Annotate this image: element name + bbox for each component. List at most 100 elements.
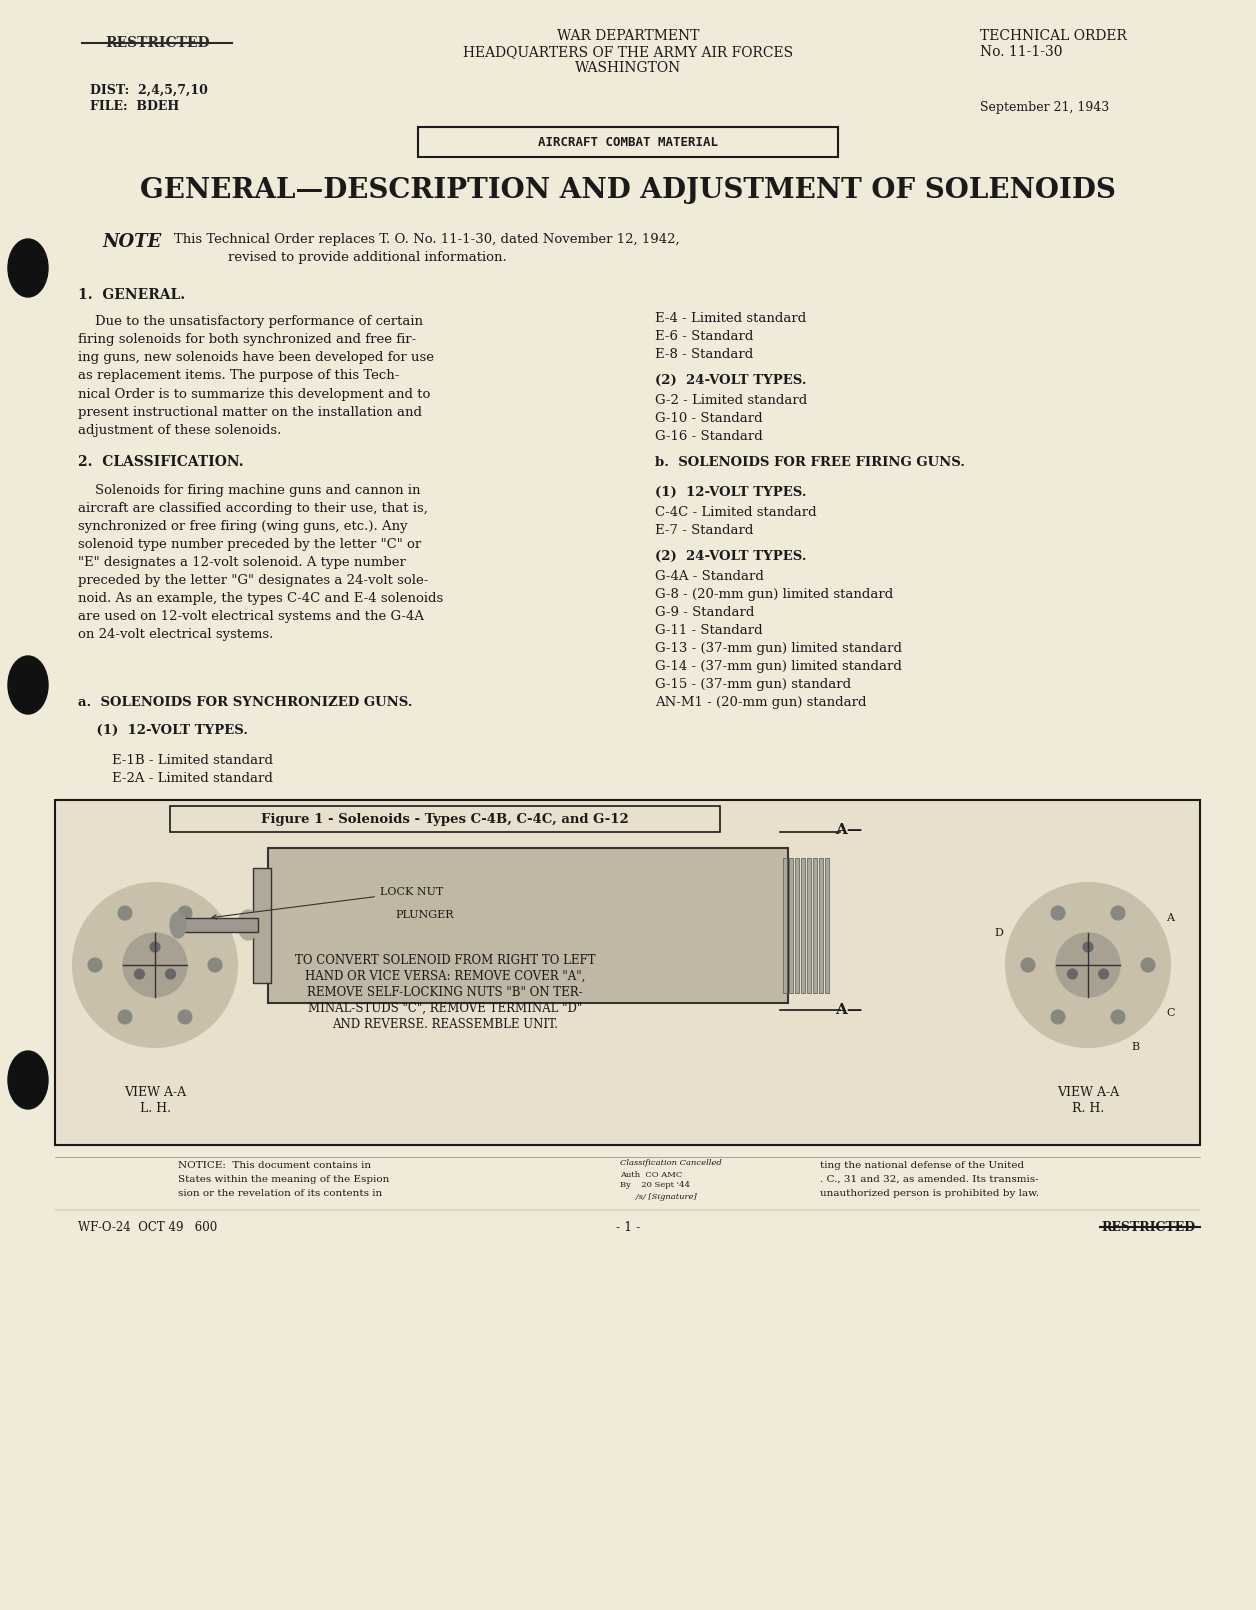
Text: G-4A - Standard: G-4A - Standard bbox=[654, 570, 764, 583]
Ellipse shape bbox=[8, 1051, 48, 1109]
Text: TECHNICAL ORDER: TECHNICAL ORDER bbox=[980, 29, 1127, 43]
Text: E-8 - Standard: E-8 - Standard bbox=[654, 348, 754, 361]
Text: adjustment of these solenoids.: adjustment of these solenoids. bbox=[78, 423, 281, 436]
Text: C: C bbox=[1166, 1008, 1174, 1018]
Circle shape bbox=[134, 969, 144, 979]
Text: a.  SOLENOIDS FOR SYNCHRONIZED GUNS.: a. SOLENOIDS FOR SYNCHRONIZED GUNS. bbox=[78, 696, 412, 708]
Text: (1)  12-VOLT TYPES.: (1) 12-VOLT TYPES. bbox=[78, 723, 247, 736]
Text: AIRCRAFT COMBAT MATERIAL: AIRCRAFT COMBAT MATERIAL bbox=[538, 135, 718, 148]
Text: GENERAL—DESCRIPTION AND ADJUSTMENT OF SOLENOIDS: GENERAL—DESCRIPTION AND ADJUSTMENT OF SO… bbox=[141, 177, 1115, 203]
Text: noid. As an example, the types C-4C and E-4 solenoids: noid. As an example, the types C-4C and … bbox=[78, 591, 443, 604]
Circle shape bbox=[123, 934, 187, 997]
Text: HEADQUARTERS OF THE ARMY AIR FORCES: HEADQUARTERS OF THE ARMY AIR FORCES bbox=[463, 45, 793, 60]
Text: States within the meaning of the Espion: States within the meaning of the Espion bbox=[178, 1175, 389, 1183]
Text: Figure 1 - Solenoids - Types C-4B, C-4C, and G-12: Figure 1 - Solenoids - Types C-4B, C-4C,… bbox=[261, 813, 629, 826]
Text: LOCK NUT: LOCK NUT bbox=[212, 887, 443, 919]
Text: preceded by the letter "G" designates a 24-volt sole-: preceded by the letter "G" designates a … bbox=[78, 573, 428, 586]
Text: solenoid type number preceded by the letter "C" or: solenoid type number preceded by the let… bbox=[78, 538, 421, 551]
Circle shape bbox=[1112, 1009, 1125, 1024]
Text: WF-O-24  OCT 49   600: WF-O-24 OCT 49 600 bbox=[78, 1220, 217, 1233]
Circle shape bbox=[1083, 942, 1093, 952]
Text: RESTRICTED: RESTRICTED bbox=[106, 35, 210, 50]
Text: G-2 - Limited standard: G-2 - Limited standard bbox=[654, 393, 808, 406]
Circle shape bbox=[1099, 969, 1109, 979]
Text: E-4 - Limited standard: E-4 - Limited standard bbox=[654, 311, 806, 325]
Text: AND REVERSE. REASSEMBLE UNIT.: AND REVERSE. REASSEMBLE UNIT. bbox=[332, 1018, 558, 1030]
Circle shape bbox=[1068, 969, 1078, 979]
Bar bbox=[813, 858, 816, 993]
Text: b.  SOLENOIDS FOR FREE FIRING GUNS.: b. SOLENOIDS FOR FREE FIRING GUNS. bbox=[654, 456, 965, 469]
Text: E-2A - Limited standard: E-2A - Limited standard bbox=[112, 771, 273, 784]
Bar bbox=[418, 127, 838, 158]
Circle shape bbox=[73, 882, 237, 1046]
Text: E-1B - Limited standard: E-1B - Limited standard bbox=[112, 753, 273, 766]
Bar bbox=[252, 868, 271, 984]
Text: PLUNGER: PLUNGER bbox=[394, 910, 453, 919]
Circle shape bbox=[1051, 1009, 1065, 1024]
Text: revised to provide additional information.: revised to provide additional informatio… bbox=[229, 251, 506, 264]
Bar bbox=[178, 918, 257, 932]
Text: ing guns, new solenoids have been developed for use: ing guns, new solenoids have been develo… bbox=[78, 351, 435, 364]
Text: WASHINGTON: WASHINGTON bbox=[575, 61, 681, 76]
Text: TO CONVERT SOLENOID FROM RIGHT TO LEFT: TO CONVERT SOLENOID FROM RIGHT TO LEFT bbox=[295, 953, 595, 966]
Circle shape bbox=[149, 942, 160, 952]
Text: sion or the revelation of its contents in: sion or the revelation of its contents i… bbox=[178, 1188, 382, 1198]
Circle shape bbox=[88, 958, 102, 972]
Text: A: A bbox=[1167, 913, 1174, 923]
Text: By    20 Sept '44: By 20 Sept '44 bbox=[620, 1182, 690, 1190]
Text: WAR DEPARTMENT: WAR DEPARTMENT bbox=[556, 29, 700, 43]
Text: G-9 - Standard: G-9 - Standard bbox=[654, 605, 755, 618]
Bar bbox=[825, 858, 829, 993]
Text: - 1 -: - 1 - bbox=[615, 1220, 641, 1233]
Circle shape bbox=[1051, 906, 1065, 919]
Text: 2.  CLASSIFICATION.: 2. CLASSIFICATION. bbox=[78, 456, 244, 469]
Bar bbox=[55, 800, 1199, 1145]
Circle shape bbox=[178, 906, 192, 919]
Text: Solenoids for firing machine guns and cannon in: Solenoids for firing machine guns and ca… bbox=[78, 483, 421, 496]
Text: on 24-volt electrical systems.: on 24-volt electrical systems. bbox=[78, 628, 274, 641]
Text: (2)  24-VOLT TYPES.: (2) 24-VOLT TYPES. bbox=[654, 549, 806, 562]
Bar bbox=[789, 858, 793, 993]
Bar bbox=[801, 858, 805, 993]
Text: B: B bbox=[1132, 1042, 1139, 1053]
Text: HAND OR VICE VERSA: REMOVE COVER "A",: HAND OR VICE VERSA: REMOVE COVER "A", bbox=[305, 969, 585, 982]
Bar bbox=[170, 807, 720, 832]
Text: This Technical Order replaces T. O. No. 11-1-30, dated November 12, 1942,: This Technical Order replaces T. O. No. … bbox=[175, 233, 679, 246]
Text: G-11 - Standard: G-11 - Standard bbox=[654, 623, 762, 636]
Circle shape bbox=[1112, 906, 1125, 919]
Text: VIEW A-A: VIEW A-A bbox=[1058, 1085, 1119, 1098]
Text: (1)  12-VOLT TYPES.: (1) 12-VOLT TYPES. bbox=[654, 486, 806, 499]
Text: No. 11-1-30: No. 11-1-30 bbox=[980, 45, 1063, 60]
Text: E-6 - Standard: E-6 - Standard bbox=[654, 330, 754, 343]
Text: VIEW A-A: VIEW A-A bbox=[124, 1085, 186, 1098]
Text: 1.  GENERAL.: 1. GENERAL. bbox=[78, 288, 185, 303]
Text: FILE:  BDEH: FILE: BDEH bbox=[90, 100, 180, 113]
Ellipse shape bbox=[170, 911, 186, 939]
Text: L. H.: L. H. bbox=[139, 1101, 171, 1114]
Bar bbox=[808, 858, 811, 993]
Text: as replacement items. The purpose of this Tech-: as replacement items. The purpose of thi… bbox=[78, 370, 399, 383]
Text: R. H.: R. H. bbox=[1071, 1101, 1104, 1114]
Text: G-13 - (37-mm gun) limited standard: G-13 - (37-mm gun) limited standard bbox=[654, 641, 902, 655]
Text: DIST:  2,4,5,7,10: DIST: 2,4,5,7,10 bbox=[90, 84, 208, 97]
Text: C-4C - Limited standard: C-4C - Limited standard bbox=[654, 506, 816, 518]
Text: are used on 12-volt electrical systems and the G-4A: are used on 12-volt electrical systems a… bbox=[78, 610, 425, 623]
Text: Classification Cancelled: Classification Cancelled bbox=[620, 1159, 722, 1167]
Text: present instructional matter on the installation and: present instructional matter on the inst… bbox=[78, 406, 422, 419]
Text: firing solenoids for both synchronized and free fir-: firing solenoids for both synchronized a… bbox=[78, 333, 416, 346]
Circle shape bbox=[178, 1009, 192, 1024]
Ellipse shape bbox=[8, 238, 48, 296]
Circle shape bbox=[118, 1009, 132, 1024]
Bar bbox=[782, 858, 788, 993]
Text: G-8 - (20-mm gun) limited standard: G-8 - (20-mm gun) limited standard bbox=[654, 588, 893, 601]
Text: G-14 - (37-mm gun) limited standard: G-14 - (37-mm gun) limited standard bbox=[654, 660, 902, 673]
Text: Due to the unsatisfactory performance of certain: Due to the unsatisfactory performance of… bbox=[78, 316, 423, 328]
Text: September 21, 1943: September 21, 1943 bbox=[980, 100, 1109, 113]
Ellipse shape bbox=[237, 910, 257, 940]
Text: G-15 - (37-mm gun) standard: G-15 - (37-mm gun) standard bbox=[654, 678, 852, 691]
Circle shape bbox=[1006, 882, 1171, 1046]
Circle shape bbox=[1140, 958, 1156, 972]
Text: Auth  CO AMC: Auth CO AMC bbox=[620, 1170, 682, 1179]
Text: (2)  24-VOLT TYPES.: (2) 24-VOLT TYPES. bbox=[654, 374, 806, 386]
Text: RESTRICTED: RESTRICTED bbox=[1102, 1220, 1194, 1233]
